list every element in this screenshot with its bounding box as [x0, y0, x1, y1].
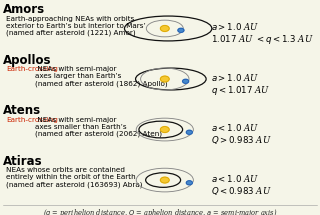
Text: NEAs with semi-major
axes smaller than Earth’s
(named after asteroid (2062) Aten: NEAs with semi-major axes smaller than E…: [35, 117, 162, 137]
Circle shape: [178, 28, 184, 32]
Text: Earth-approaching NEAs with orbits
exterior to Earth’s but interior to Mars’
(na: Earth-approaching NEAs with orbits exter…: [6, 16, 146, 36]
Text: Apollos: Apollos: [3, 54, 52, 67]
Text: $a < 1.0$ AU: $a < 1.0$ AU: [211, 173, 259, 184]
Text: Amors: Amors: [3, 3, 45, 16]
Circle shape: [186, 130, 192, 134]
Text: Atiras: Atiras: [3, 155, 43, 168]
Text: NEAs with semi-major
axes larger than Earth’s
(named after asteroid (1862) Apoll: NEAs with semi-major axes larger than Ea…: [35, 66, 167, 87]
Text: Atens: Atens: [3, 104, 41, 117]
Circle shape: [160, 26, 169, 31]
Text: ($q$ = perihelion distance, $Q$ = aphelion distance, $a$ = semi-major axis): ($q$ = perihelion distance, $Q$ = apheli…: [43, 207, 277, 215]
Text: $Q > 0.983$ AU: $Q > 0.983$ AU: [211, 134, 272, 146]
Text: $Q < 0.983$ AU: $Q < 0.983$ AU: [211, 185, 272, 197]
Text: Earth-crossing: Earth-crossing: [6, 117, 58, 123]
Circle shape: [160, 76, 169, 82]
Text: NEAs whose orbits are contained
entirely within the orbit of the Earth
(named af: NEAs whose orbits are contained entirely…: [6, 167, 143, 188]
Text: Earth-crossing: Earth-crossing: [6, 66, 58, 72]
Text: $a < 1.0$ AU: $a < 1.0$ AU: [211, 123, 259, 134]
Circle shape: [186, 181, 192, 185]
Text: $a > 1.0$ AU: $a > 1.0$ AU: [211, 22, 259, 32]
Text: $a > 1.0$ AU: $a > 1.0$ AU: [211, 72, 259, 83]
Text: $q < 1.017$ AU: $q < 1.017$ AU: [211, 84, 270, 97]
Circle shape: [183, 79, 189, 83]
Circle shape: [160, 127, 169, 132]
Circle shape: [160, 177, 169, 183]
Text: $1.017$ AU $< q < 1.3$ AU: $1.017$ AU $< q < 1.3$ AU: [211, 33, 314, 46]
